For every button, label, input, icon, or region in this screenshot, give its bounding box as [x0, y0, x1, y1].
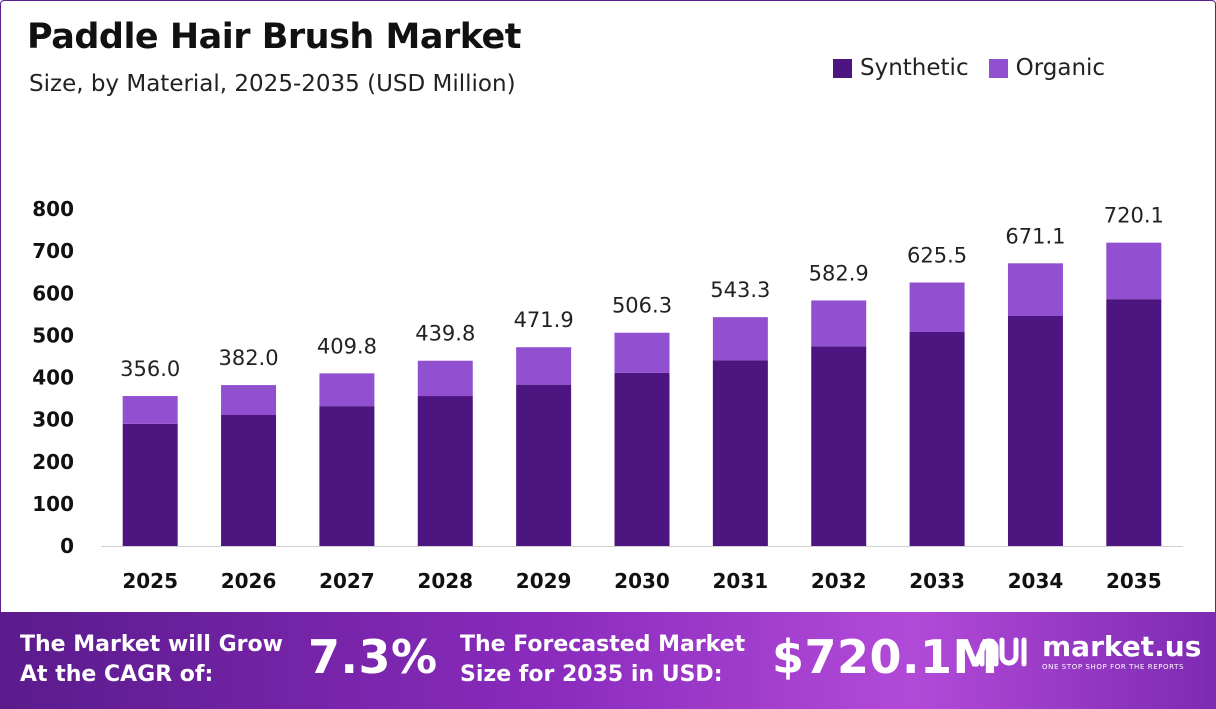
bar-organic-2026	[221, 385, 277, 415]
summary-banner: The Market will Grow At the CAGR of: 7.3…	[0, 612, 1216, 709]
forecast-label: The Forecasted Market Size for 2035 in U…	[460, 630, 745, 690]
legend: Synthetic Organic	[833, 55, 1125, 81]
y-tick-label: 0	[60, 534, 74, 558]
cagr-label: The Market will Grow At the CAGR of:	[20, 630, 283, 690]
x-tick-label-2034: 2034	[1008, 569, 1064, 593]
cagr-label-line2: At the CAGR of:	[20, 662, 214, 687]
bar-organic-2033	[909, 282, 965, 333]
y-tick-label: 600	[32, 281, 74, 305]
bar-synthetic-2031	[712, 360, 768, 546]
legend-item-organic: Organic	[988, 55, 1106, 81]
bar-organic-2035	[1106, 242, 1162, 300]
x-tick-label-2031: 2031	[713, 569, 769, 593]
y-tick-label: 800	[32, 197, 74, 221]
data-label-2028: 439.8	[415, 322, 475, 346]
x-tick-label-2032: 2032	[811, 569, 867, 593]
bar-organic-2031	[712, 317, 768, 361]
legend-swatch-synthetic	[833, 58, 852, 78]
bar-synthetic-2028	[417, 396, 473, 546]
bar-organic-2032	[811, 300, 867, 347]
y-tick-label: 200	[32, 450, 74, 474]
x-tick-label-2033: 2033	[909, 569, 965, 593]
legend-swatch-organic	[988, 58, 1008, 78]
bar-chart: 0 100 200 300 400 500 600 700 800 356.0 2025 382.0 2…	[32, 197, 1183, 593]
legend-label-synthetic: Synthetic	[860, 55, 969, 81]
x-tick-label-2035: 2035	[1106, 569, 1162, 593]
data-label-2030: 506.3	[612, 294, 672, 318]
cagr-value: 7.3%	[308, 630, 438, 684]
bar-organic-2027	[319, 373, 375, 407]
forecast-label-line1: The Forecasted Market	[460, 632, 746, 657]
market-us-logo: market.us ONE STOP SHOP FOR THE REPORTS	[978, 632, 1201, 672]
chart-subtitle: Size, by Material, 2025-2035 (USD Millio…	[29, 71, 516, 97]
logo-tagline: ONE STOP SHOP FOR THE REPORTS	[1042, 663, 1185, 671]
y-tick-label: 300	[32, 408, 74, 432]
bar-synthetic-2035	[1106, 299, 1162, 546]
data-label-2034: 671.1	[1005, 224, 1065, 248]
forecast-label-line2: Size for 2035 in USD:	[460, 662, 723, 687]
data-label-2032: 582.9	[809, 261, 869, 285]
data-label-2035: 720.1	[1104, 204, 1164, 228]
market-us-logo-icon	[979, 637, 1027, 667]
y-tick-label: 700	[32, 239, 74, 263]
x-tick-label-2028: 2028	[417, 569, 473, 593]
y-tick-label: 400	[32, 366, 74, 390]
bar-synthetic-2030	[614, 372, 670, 546]
y-tick-label: 500	[32, 323, 74, 347]
bar-synthetic-2029	[516, 384, 572, 546]
bar-organic-2030	[614, 332, 670, 373]
data-label-2026: 382.0	[218, 346, 278, 370]
bar-synthetic-2027	[319, 406, 375, 546]
chart-title: Paddle Hair Brush Market	[27, 17, 522, 57]
logo-text: market.us ONE STOP SHOP FOR THE REPORTS	[1042, 632, 1201, 672]
bar-organic-2028	[417, 360, 473, 397]
legend-label-organic: Organic	[1015, 55, 1106, 81]
data-label-2029: 471.9	[514, 308, 574, 332]
x-tick-label-2030: 2030	[614, 569, 670, 593]
x-tick-label-2026: 2026	[221, 569, 277, 593]
bar-organic-2034	[1007, 263, 1063, 316]
bar-synthetic-2025	[122, 423, 178, 546]
bar-organic-2025	[122, 396, 178, 424]
x-tick-label-2025: 2025	[122, 569, 178, 593]
data-label-2033: 625.5	[907, 244, 967, 268]
bar-synthetic-2026	[221, 414, 277, 546]
data-label-2031: 543.3	[710, 278, 770, 302]
x-tick-label-2027: 2027	[319, 569, 375, 593]
logo-name: market.us	[1042, 630, 1202, 663]
cagr-label-line1: The Market will Grow	[20, 632, 283, 657]
data-label-2027: 409.8	[317, 334, 377, 358]
bar-synthetic-2032	[811, 346, 867, 546]
bar-synthetic-2033	[909, 332, 965, 546]
bar-synthetic-2034	[1007, 315, 1063, 546]
forecast-value: $720.1M	[772, 630, 999, 684]
bar-organic-2029	[516, 347, 572, 385]
legend-item-synthetic: Synthetic	[833, 55, 969, 81]
x-tick-label-2029: 2029	[516, 569, 572, 593]
y-tick-label: 100	[32, 492, 74, 516]
data-label-2025: 356.0	[120, 357, 180, 381]
